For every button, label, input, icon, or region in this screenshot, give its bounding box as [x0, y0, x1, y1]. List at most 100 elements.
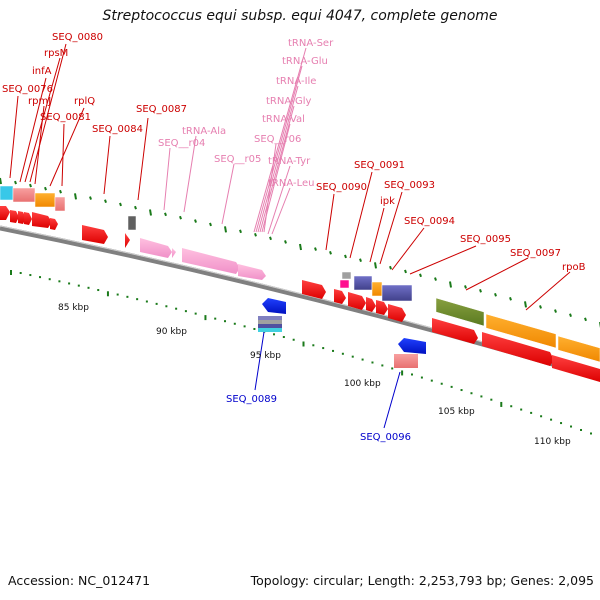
rna-arrow [182, 248, 240, 274]
scale-tick [540, 415, 543, 418]
feature-salmon-2 [54, 196, 66, 212]
tick-mark [479, 289, 482, 293]
scale-tick [570, 425, 573, 428]
feature-magenta [339, 279, 350, 289]
gene-arrow [376, 300, 388, 315]
tick-mark [74, 193, 77, 200]
tick-mark [419, 273, 422, 278]
gene-label: rpoB [562, 262, 586, 273]
scale-tick [165, 305, 168, 308]
scale-tick [106, 291, 109, 297]
scale-label: 90 kbp [156, 327, 187, 337]
feature-green [435, 297, 485, 327]
scale-tick [116, 293, 119, 296]
scale-tick [39, 276, 42, 279]
tick-mark [464, 285, 467, 289]
gene-label: SEQ_0094 [404, 216, 455, 227]
scale-tick [332, 349, 335, 352]
scale-tick [460, 389, 463, 392]
scale-tick [510, 405, 513, 408]
tick-mark [59, 189, 62, 194]
scale-tick [480, 395, 483, 398]
gene-label: SEQ_0087 [136, 104, 187, 115]
scale-tick [29, 274, 32, 277]
tick-mark [209, 222, 212, 227]
tick-mark [164, 212, 167, 217]
scale-tick [371, 361, 374, 364]
scale-tick [401, 370, 404, 376]
feature-orange-2 [371, 281, 383, 297]
scale-tick [470, 392, 473, 395]
tick-mark [44, 186, 47, 191]
scale-tick [292, 338, 295, 341]
rna-leader-line [163, 147, 171, 211]
rna-leader-line [259, 105, 295, 233]
tick-mark [494, 293, 497, 297]
gene-arrow [10, 210, 19, 223]
scale-tick [224, 320, 227, 323]
gene-label: rpmJ [28, 96, 51, 107]
feature-salmon [12, 187, 36, 203]
scale-tick [136, 298, 139, 301]
gene-label: ipk [380, 196, 395, 207]
scale-tick [530, 411, 533, 414]
scale-tick [243, 325, 246, 328]
rna-label: tRNA-Tyr [268, 156, 311, 167]
gene-arrow [32, 212, 52, 228]
rna-leader-line [271, 187, 291, 235]
scale-tick [361, 358, 364, 361]
tick-mark [299, 243, 302, 251]
tick-mark [14, 180, 17, 185]
feature-cyan [0, 185, 14, 201]
reverse-features [258, 298, 426, 368]
reverse-feature-stack [258, 320, 282, 324]
rna-leader-line [183, 135, 197, 213]
scale-tick [233, 322, 236, 325]
scale-label: 95 kbp [250, 351, 281, 361]
scale-tick [440, 382, 443, 385]
feature-gray [127, 215, 137, 231]
reverse-gene-label: SEQ_0096 [360, 432, 411, 443]
gene-label: infA [32, 66, 52, 77]
tick-mark [0, 177, 2, 185]
reverse-gene-arrow [398, 338, 426, 354]
rna-leader-line [253, 47, 307, 233]
scale-label: 110 kbp [534, 437, 571, 447]
scale-tick [175, 307, 178, 310]
rna-label: tRNA-Gly [266, 96, 311, 107]
tick-mark [239, 229, 242, 234]
reverse-feature-stack [258, 316, 282, 320]
scale-tick [550, 418, 553, 421]
gene-label: rpsM [44, 48, 68, 59]
scale-tick [10, 270, 12, 275]
label-leader-lines [9, 43, 571, 429]
scale-tick [48, 278, 51, 281]
scale-tick [184, 310, 187, 313]
tick-mark [134, 205, 137, 210]
scale-tick [126, 295, 129, 298]
tick-mark [509, 297, 512, 301]
rna-leader-line [221, 163, 235, 225]
rna-leader-line [255, 65, 303, 233]
gene-label: SEQ_0081 [40, 112, 91, 123]
gene-arrow [348, 292, 366, 310]
scale-label: 105 kbp [438, 407, 475, 417]
scale-tick [411, 373, 414, 376]
gene-arrow [552, 355, 600, 382]
scale-tick [204, 315, 207, 321]
scale-tick [322, 347, 325, 350]
gene-arrow [82, 225, 108, 244]
scale-tick [194, 312, 197, 315]
scale-tick [273, 333, 276, 336]
scale-tick [430, 379, 433, 382]
gene-arrow [24, 212, 32, 225]
scale-tick [351, 355, 354, 358]
tick-mark [449, 281, 452, 288]
rna-arrow [140, 238, 172, 258]
forward-features-row1 [0, 185, 600, 363]
tick-mark [119, 202, 122, 207]
gene-arrow [388, 304, 406, 322]
tick-mark [224, 226, 227, 233]
